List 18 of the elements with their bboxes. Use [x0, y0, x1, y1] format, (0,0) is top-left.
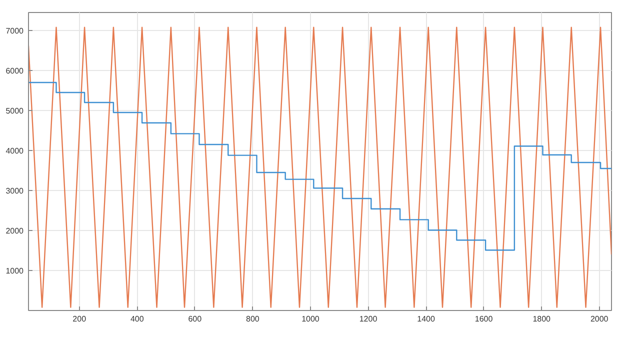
x-tick-label: 200	[72, 314, 87, 324]
x-tick-label: 2000	[590, 314, 609, 324]
x-tick-label: 1000	[302, 314, 320, 324]
y-tick-label: 4000	[6, 146, 24, 156]
x-tick-label: 800	[246, 314, 260, 324]
x-tick-label: 400	[130, 314, 144, 324]
y-tick-label: 2000	[6, 226, 24, 236]
x-tick-label: 1800	[532, 314, 552, 324]
x-tick-label: 600	[188, 314, 202, 324]
x-tick-label: 1400	[417, 314, 436, 324]
y-tick-label: 6000	[6, 66, 24, 76]
x-tick-label: 1600	[474, 314, 494, 324]
x-tick-label: 1200	[359, 314, 378, 324]
y-tick-label: 1000	[6, 266, 24, 276]
y-tick-label: 3000	[6, 186, 24, 196]
y-tick-label: 7000	[6, 26, 24, 36]
y-tick-label: 5000	[6, 106, 24, 116]
line-series	[28, 26, 612, 308]
